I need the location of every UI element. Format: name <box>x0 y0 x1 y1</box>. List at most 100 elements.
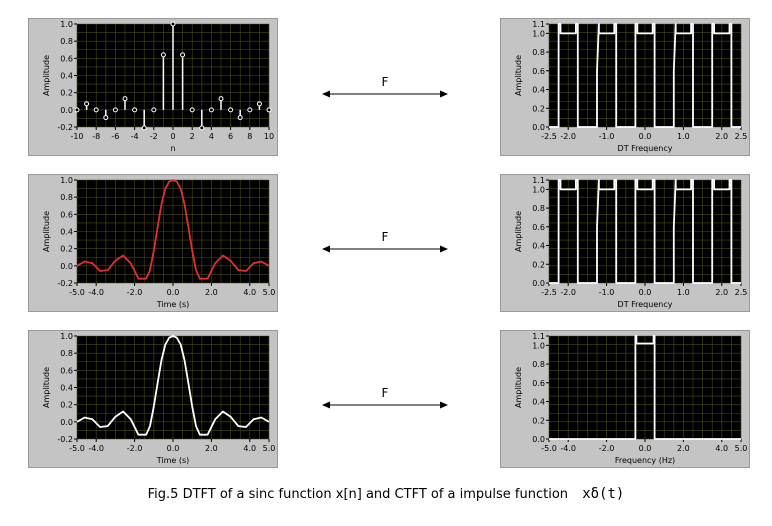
x-tick-label: 2.0 <box>715 288 728 297</box>
x-tick-label: 1.0 <box>677 132 690 141</box>
x-tick-label: -2.5 <box>541 132 557 141</box>
chart-ct-sinc-red: -0.2 0.0 0.2 0.4 0.6 0.8 1.0 -5.0 -4.0 -2.0 0.0 2.0… <box>42 176 276 309</box>
x-tick-label: 4 <box>209 132 214 141</box>
x-tick-label: -2.0 <box>560 132 576 141</box>
fourier-label: F <box>381 230 389 244</box>
x-tick-label: 5.0 <box>263 288 276 297</box>
y-tick-label: 0.2 <box>532 260 545 269</box>
y-tick-label: 0.6 <box>532 223 545 232</box>
y-tick-label: 0.2 <box>60 89 73 98</box>
chart-panel-dt-sinc: -0.2 0.0 0.2 0.4 0.6 0.8 1.0 -10 -8 -6 -4 -2 0 2 4 6 8 10… <box>28 18 278 156</box>
x-tick-label: -10 <box>70 132 83 141</box>
chart-dt-sinc: -0.2 0.0 0.2 0.4 0.6 0.8 1.0 -10 -8 -6 -4 -2 0 2 4 6 8 10… <box>42 20 274 153</box>
x-axis-label: n <box>170 144 175 153</box>
caption-text: Fig.5 DTFT of a sinc function x[n] and C… <box>147 487 569 502</box>
stem-marker <box>208 107 214 113</box>
series-line <box>549 179 741 284</box>
y-tick-label: 1.0 <box>532 29 545 38</box>
y-tick-label: 0.2 <box>60 245 73 254</box>
y-tick-label: 0.6 <box>532 379 545 388</box>
chart-dtft-periodic-2: 0.00.20.40.60.81.01.1-2.5 -2.0 -1.0 0.0 1.0 2… <box>514 176 748 309</box>
y-tick-label: 0.6 <box>532 67 545 76</box>
y-tick-label: 0.8 <box>532 204 545 213</box>
chart-ct-sinc-white: -0.2 0.0 0.2 0.4 0.6 0.8 1.0 -5.0 -4.0 -2.0 0.0 2.0… <box>42 332 276 465</box>
figure-caption: Fig.5 DTFT of a sinc function x[n] and C… <box>0 486 772 502</box>
stem-marker <box>228 107 234 113</box>
stem-marker <box>122 96 128 102</box>
x-tick-label: -5.0 <box>69 444 85 453</box>
x-tick-label: -2.0 <box>127 444 143 453</box>
stem-marker <box>189 107 195 113</box>
y-tick-label: 0.4 <box>532 398 545 407</box>
chart-panel-dtft-periodic-2: 0.0 0.2 0.4 0.6 0.8 1.0 1.1 -2.5 -2.0 -1.0 0.0 1.0 2… <box>500 174 750 312</box>
chart-dtft-periodic-1: 0.00.20.40.60.81.01.1-2.5 -2.0 -1.0 0.0 1.0 2… <box>514 20 747 153</box>
stem-marker <box>112 107 118 113</box>
y-tick-label: 1.1 <box>532 20 545 29</box>
series-line <box>549 335 741 440</box>
y-tick-label: -0.2 <box>57 279 73 288</box>
stem-marker <box>160 52 166 58</box>
y-tick-label: 0.6 <box>60 366 73 375</box>
x-tick-label: 0.0 <box>167 288 180 297</box>
y-tick-label: 1.0 <box>60 20 73 29</box>
fourier-arrow-1: F <box>320 75 450 115</box>
x-tick-label: -4.0 <box>560 444 576 453</box>
stem-marker <box>256 101 262 107</box>
stem-marker <box>103 115 109 121</box>
x-tick-label: -8 <box>92 132 100 141</box>
y-tick-label: 0.0 <box>60 106 73 115</box>
chart-panel-dtft-periodic-1: 0.0 0.2 0.4 0.6 0.8 1.0 1.1 -2.5 -2.0 -1.0 0.0 1.0 2… <box>500 18 750 156</box>
x-tick-label: 0.0 <box>639 444 652 453</box>
y-tick-label: 0.4 <box>532 242 545 251</box>
x-tick-label: 5.0 <box>263 444 276 453</box>
y-axis-label: Amplitude <box>42 367 51 408</box>
x-tick-label: -4 <box>131 132 139 141</box>
stem-marker <box>132 107 138 113</box>
x-tick-label: -6 <box>111 132 119 141</box>
y-axis-label: Amplitude <box>514 367 523 408</box>
y-tick-label: 1.1 <box>532 332 545 341</box>
y-tick-label: -0.2 <box>57 435 73 444</box>
y-axis-label: Amplitude <box>514 211 523 252</box>
y-tick-label: 0.2 <box>532 416 545 425</box>
fourier-label: F <box>381 386 389 400</box>
x-tick-label: 0 <box>170 132 175 141</box>
y-tick-label: 0.8 <box>60 193 73 202</box>
y-tick-label: 0.0 <box>532 279 545 288</box>
stem-marker <box>84 101 90 107</box>
x-axis-label: DT Frequency <box>618 144 673 153</box>
y-tick-label: 0.2 <box>60 401 73 410</box>
y-tick-label: 0.4 <box>60 384 73 393</box>
double-arrow-icon <box>322 90 448 98</box>
y-tick-label: 0.4 <box>60 72 73 81</box>
y-tick-label: 1.0 <box>532 341 545 350</box>
double-arrow-icon <box>322 401 448 409</box>
stem-marker <box>74 107 80 113</box>
x-tick-label: 1.0 <box>677 288 690 297</box>
series-line <box>76 335 270 436</box>
chart-panel-ctft-rect: 0.0 0.2 0.4 0.6 0.8 1.0 1.1 -5.0 -4.0 -2.0 0.0 2.0 4… <box>500 330 750 468</box>
y-axis-label: Amplitude <box>42 55 51 96</box>
y-tick-label: 0.8 <box>532 48 545 57</box>
x-tick-label: -5.0 <box>69 288 85 297</box>
x-tick-label: 2.5 <box>735 288 748 297</box>
y-tick-label: 0.2 <box>532 104 545 113</box>
y-tick-label: 0.0 <box>60 262 73 271</box>
x-tick-label: -4.0 <box>88 288 104 297</box>
chart-panel-ct-sinc-red: -0.2 0.0 0.2 0.4 0.6 0.8 1.0 -5.0 -4.0 -2.0 0.0 2.0… <box>28 174 278 312</box>
x-tick-label: 0.0 <box>167 444 180 453</box>
y-tick-label: 0.6 <box>60 54 73 63</box>
x-tick-label: -5.0 <box>541 444 557 453</box>
chart-panel-ct-sinc-white: -0.2 0.0 0.2 0.4 0.6 0.8 1.0 -5.0 -4.0 -2.0 0.0 2.0… <box>28 330 278 468</box>
x-axis-label: Time (s) <box>156 456 190 465</box>
x-tick-label: -4.0 <box>88 444 104 453</box>
stem-marker <box>151 107 157 113</box>
x-tick-label: 4.0 <box>715 444 728 453</box>
x-tick-label: 10 <box>264 132 274 141</box>
y-tick-label: 0.8 <box>532 360 545 369</box>
x-tick-label: 4.0 <box>243 444 256 453</box>
y-tick-label: 0.4 <box>532 86 545 95</box>
grid <box>76 335 270 440</box>
x-tick-label: -1.0 <box>599 288 615 297</box>
x-axis-label: DT Frequency <box>618 300 673 309</box>
